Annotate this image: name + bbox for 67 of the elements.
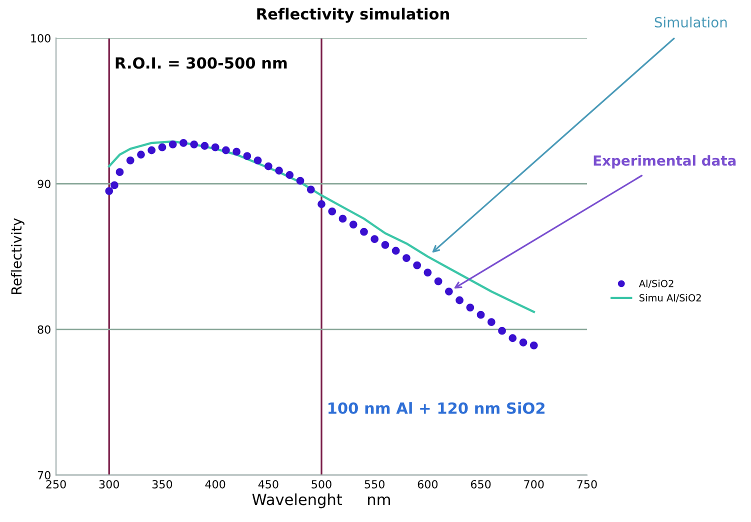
x-tick-label: 650 [470, 480, 491, 488]
point [180, 139, 188, 147]
x-tick-label: 750 [577, 480, 597, 488]
point [275, 166, 283, 175]
point [519, 338, 528, 346]
point [508, 334, 517, 342]
x-tick-label: 600 [418, 480, 438, 488]
line-series [108, 140, 535, 314]
y-tick-label: 70 [38, 470, 50, 480]
point [222, 146, 230, 154]
point [530, 341, 538, 350]
point [306, 186, 315, 194]
point [211, 143, 220, 152]
point [254, 156, 262, 164]
point [200, 142, 209, 150]
point [110, 181, 118, 190]
y-axis-title: Reflectivity [10, 218, 24, 294]
annotation: 100 nm Al + 120 nm SiO2 [328, 402, 544, 414]
point [158, 143, 166, 152]
x-tick-label: 450 [258, 480, 278, 488]
x-axis-title: Wavelenght nm [252, 493, 390, 508]
annotation: R.O.I. = 300-500 nm [116, 57, 287, 69]
point [434, 277, 442, 286]
point [232, 148, 240, 156]
x-tick-label: 700 [524, 480, 544, 488]
annotation: Experimental data [594, 155, 736, 169]
point [126, 156, 134, 164]
point [360, 228, 368, 236]
point [424, 268, 432, 277]
point [392, 246, 400, 255]
x-tick-label: 300 [99, 480, 119, 488]
x-tick-label: 350 [152, 480, 172, 488]
point [318, 200, 326, 208]
point [286, 171, 294, 179]
point [402, 254, 410, 262]
x-tick-label: 550 [364, 480, 384, 488]
chart-title: Reflectivity simulation [257, 8, 449, 23]
point [466, 304, 474, 312]
y-tick-label: 100 [31, 34, 50, 42]
point [296, 176, 304, 185]
point [381, 240, 390, 249]
point [349, 220, 358, 228]
point [190, 140, 198, 148]
point [264, 162, 272, 170]
point [456, 296, 464, 304]
x-tick-label: 400 [205, 480, 226, 488]
point [243, 152, 252, 160]
point [487, 318, 496, 326]
y-tick-label: 90 [38, 180, 50, 188]
point [328, 207, 336, 216]
point [338, 214, 347, 223]
point [444, 288, 453, 296]
legend-label: Al/SiO2 [638, 280, 674, 288]
point [168, 140, 177, 148]
annotation: Simulation [654, 16, 727, 28]
point [148, 146, 156, 154]
point [498, 326, 506, 335]
x-tick-label: 500 [312, 480, 332, 488]
x-tick-label: 250 [46, 480, 66, 488]
point [105, 187, 114, 195]
y-tick-label: 80 [38, 325, 50, 334]
point [137, 150, 145, 159]
point [476, 310, 485, 319]
point [370, 235, 379, 244]
point [116, 168, 124, 176]
legend-label: Simu Al/SiO2 [640, 294, 701, 302]
point [413, 261, 422, 270]
